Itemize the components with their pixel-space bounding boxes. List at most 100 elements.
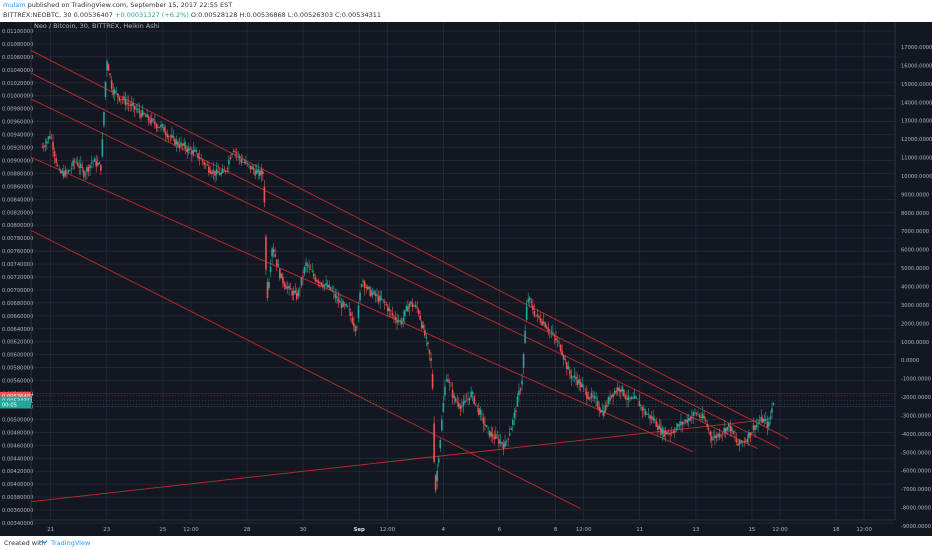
y-tick-label-right: 9000.0000	[901, 192, 929, 198]
candle-body	[73, 161, 76, 163]
candle-body	[524, 330, 526, 344]
candle-body	[488, 430, 491, 438]
candle-body	[195, 150, 198, 152]
author-link[interactable]: mulam	[3, 1, 26, 9]
candle-body	[47, 136, 50, 140]
candle-body	[292, 291, 295, 295]
candle-body	[687, 418, 690, 421]
candle-body	[78, 165, 81, 168]
candle-body	[516, 396, 519, 407]
candle-body	[385, 304, 388, 306]
y-tick-label-left: 0.00400000	[2, 482, 33, 488]
candle-body	[52, 141, 54, 150]
candle-body	[283, 282, 286, 287]
candle-body	[388, 308, 391, 311]
candle-body	[411, 303, 414, 308]
tradingview-brand[interactable]: TradingView	[51, 539, 91, 547]
candle-body	[439, 439, 442, 449]
candle-body	[371, 292, 374, 296]
candle-body	[268, 281, 270, 289]
candle-body	[522, 354, 525, 369]
candle-body	[612, 393, 614, 397]
candle-body	[627, 395, 630, 400]
x-tick-label: 23	[103, 527, 110, 533]
candle-body	[732, 431, 735, 434]
candle-body	[157, 126, 159, 128]
candle-body	[445, 379, 448, 381]
candle-body	[161, 124, 164, 127]
x-tick-label: 12:00	[183, 527, 199, 533]
candle-body	[468, 397, 471, 401]
candle-body	[300, 277, 303, 286]
candle-body	[163, 126, 165, 133]
candle-body	[414, 304, 417, 307]
candle-body	[277, 264, 280, 267]
candle-body	[72, 160, 74, 167]
candle-body	[598, 406, 600, 411]
candle-body	[478, 407, 480, 415]
candle-body	[723, 428, 725, 432]
candle-body	[694, 412, 696, 413]
y-tick-label-left: 0.00880000	[2, 171, 33, 177]
candle-body	[769, 416, 772, 420]
candle-body	[578, 379, 580, 384]
candle-body	[700, 416, 702, 418]
chart-area[interactable]: 0.01100000 0.01080000 0.01060000 0.01040000…	[0, 22, 932, 536]
candle-body	[658, 424, 661, 430]
candle-body	[349, 312, 352, 317]
trend-line	[30, 50, 789, 440]
candle-body	[98, 162, 101, 165]
candle-body	[59, 171, 62, 173]
candle-body	[675, 427, 678, 431]
candle-body	[586, 391, 588, 399]
y-tick-label-right: -9000.0000	[901, 524, 931, 530]
candle-body	[309, 269, 312, 270]
candle-body	[504, 441, 506, 447]
candle-body	[351, 317, 354, 324]
candle-body	[709, 431, 712, 436]
candle-body	[547, 328, 550, 332]
y-tick-label-left: 0.00580000	[2, 366, 33, 372]
candle-body	[501, 442, 503, 445]
candle-body	[166, 133, 168, 138]
candle-body	[441, 419, 443, 431]
candle-body	[393, 315, 395, 317]
candle-body	[621, 386, 624, 392]
y-tick-label-left: 0.00840000	[2, 197, 33, 203]
candle-body	[89, 165, 91, 169]
candle-body	[727, 423, 730, 427]
candle-body	[354, 326, 357, 332]
candle-body	[194, 149, 196, 152]
candle-body	[603, 411, 605, 417]
trend-line	[30, 98, 758, 449]
candle-body	[714, 435, 716, 438]
price-chart[interactable]: 0.01100000 0.01080000 0.01060000 0.01040000…	[0, 22, 932, 536]
candle-body	[519, 388, 522, 391]
candle-body	[513, 412, 516, 418]
candle-body	[470, 391, 472, 398]
candle-body	[765, 419, 767, 421]
candle-body	[408, 303, 411, 308]
candle-body	[75, 161, 77, 162]
change-text: +0.00031327 (+6.2%)	[114, 11, 189, 19]
candle-body	[582, 386, 585, 388]
candle-body	[592, 395, 594, 397]
candle-body	[573, 375, 576, 378]
y-tick-label-right: -7000.0000	[901, 487, 931, 493]
y-tick-label-right: 12000.0000	[901, 137, 932, 143]
y-tick-label-left: 0.00800000	[2, 223, 33, 229]
candle-body	[464, 400, 466, 403]
x-tick-label: 12:00	[856, 527, 872, 533]
candle-body	[623, 389, 625, 396]
candle-body	[755, 424, 758, 428]
candle-body	[419, 315, 422, 320]
candle-body	[76, 162, 79, 166]
candle-body	[50, 137, 53, 139]
candle-body	[508, 433, 511, 436]
candle-body	[295, 293, 298, 299]
candle-body	[481, 413, 483, 415]
candle-body	[164, 131, 167, 135]
publish-info: mulam published on TradingView.com, Sept…	[3, 1, 232, 9]
candle-body	[243, 162, 246, 163]
candle-body	[565, 362, 568, 369]
